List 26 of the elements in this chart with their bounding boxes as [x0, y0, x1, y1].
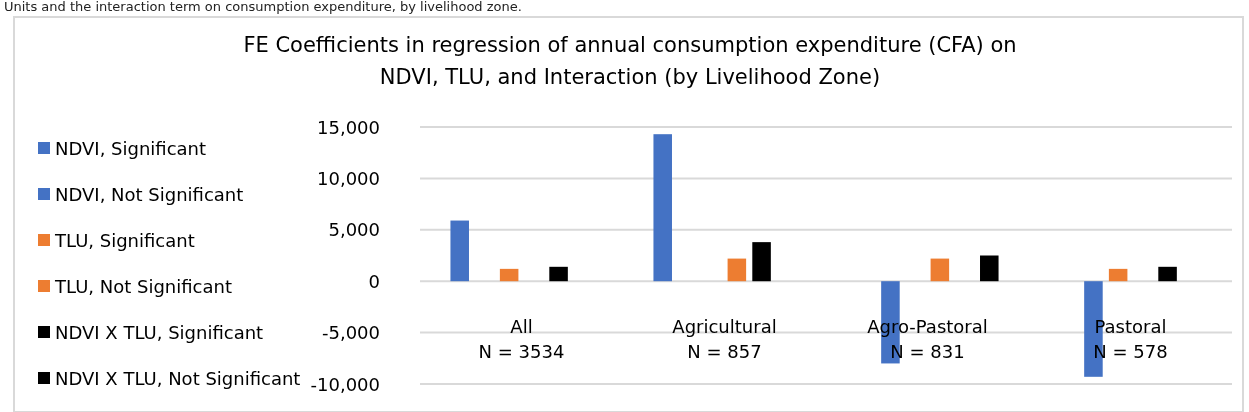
bar: [1158, 266, 1177, 282]
bar: [930, 258, 950, 282]
bar: [980, 255, 999, 282]
legend-label: NDVI X TLU, Significant: [55, 321, 264, 343]
y-tick-label: 15,000: [317, 116, 380, 138]
bar: [450, 220, 469, 282]
legend-label: TLU, Significant: [54, 229, 195, 251]
chart-title: FE Coefficients in regression of annual consumption expenditure (CFA) on NDVI, TLU, and Interaction (by Livelihood Zone): [243, 33, 1017, 89]
bar: [653, 134, 672, 282]
legend-label: NDVI X TLU, Not Significant: [55, 367, 301, 389]
bar: [727, 258, 747, 282]
x-tick-label: All N = 3534: [478, 316, 565, 363]
bar: [752, 242, 771, 282]
legend-label: NDVI, Significant: [55, 137, 207, 159]
x-tick-label: Agricultural N = 857: [672, 316, 777, 363]
y-tick-label: 10,000: [317, 167, 380, 189]
y-tick-label: -10,000: [310, 373, 380, 395]
legend-label: NDVI, Not Significant: [55, 183, 244, 205]
text: Units and the interaction term on consumption expenditure, by livelihood zone.: [4, 0, 522, 14]
y-tick-label: 0: [368, 270, 380, 292]
bar: [549, 266, 568, 282]
legend-label: TLU, Not Significant: [54, 275, 232, 297]
y-tick-label: -5,000: [321, 322, 380, 344]
bar: [1108, 268, 1128, 282]
bar: [499, 268, 519, 282]
y-tick-label: 5,000: [328, 219, 380, 241]
